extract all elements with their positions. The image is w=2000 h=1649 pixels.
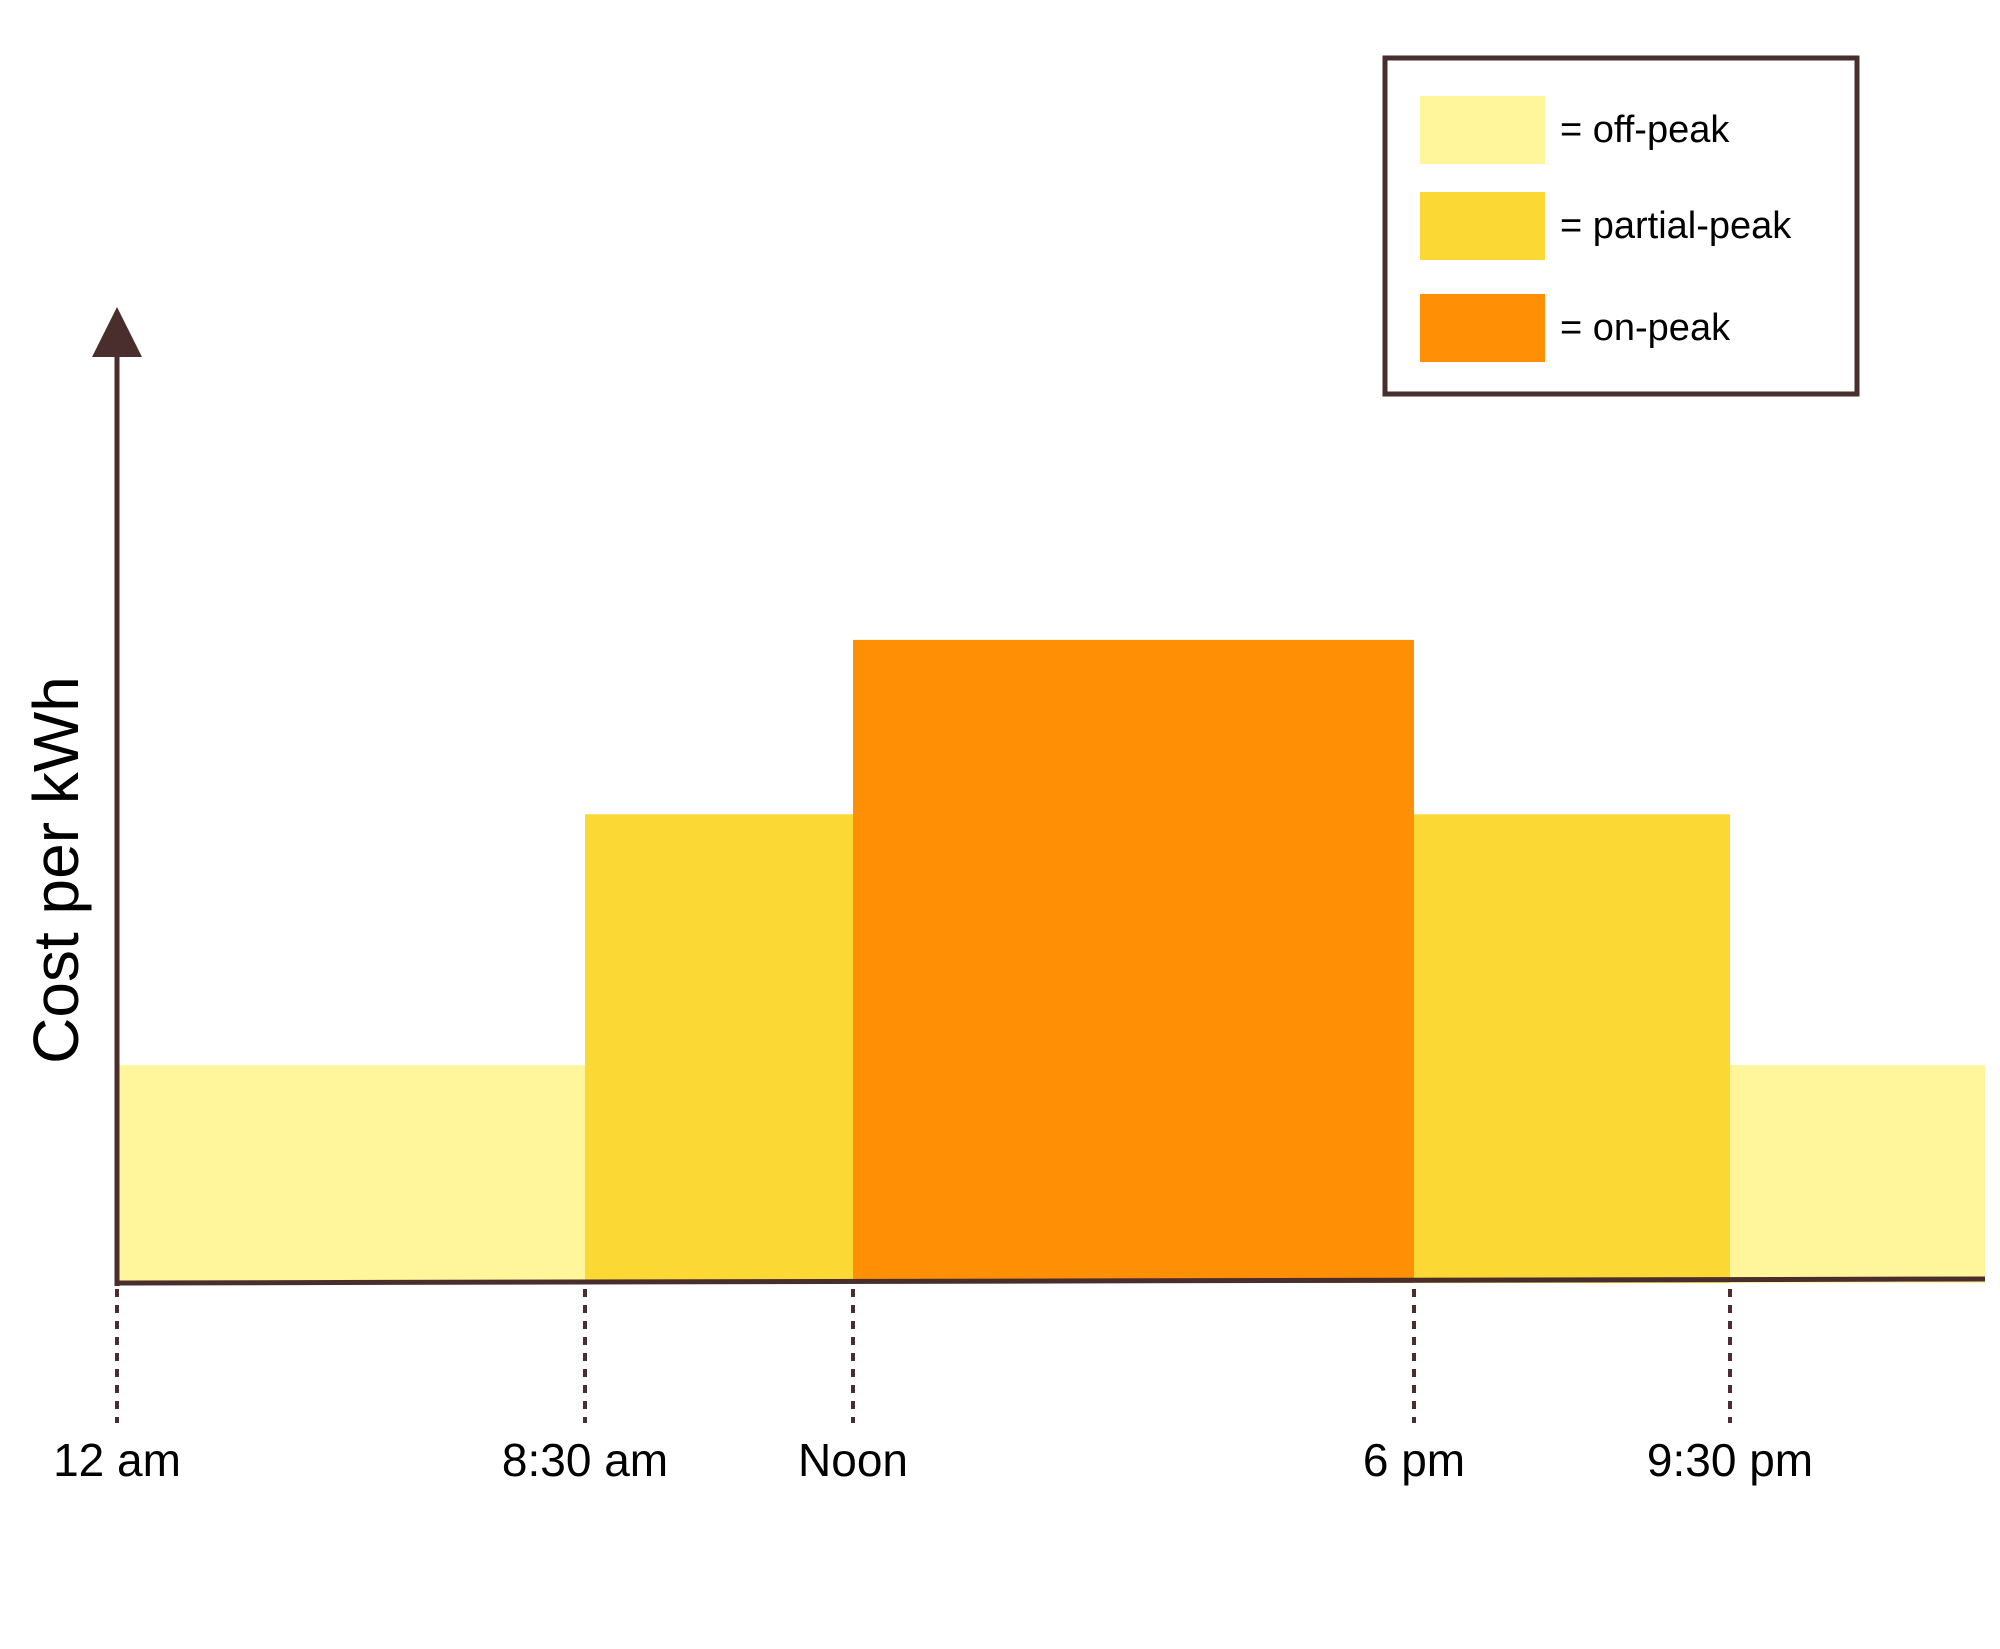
axes-layer bbox=[92, 307, 1986, 1286]
bar-off-peak-4 bbox=[1730, 1065, 1985, 1283]
x-axis bbox=[116, 1276, 1986, 1286]
bar-partial-peak-3 bbox=[1414, 814, 1730, 1283]
x-tick-label-3: 6 pm bbox=[1363, 1434, 1465, 1486]
bar-on-peak-2 bbox=[853, 639, 1414, 1283]
x-tick-label-1: 8:30 am bbox=[502, 1434, 668, 1486]
bar-partial-peak-1 bbox=[585, 814, 853, 1283]
legend: = off-peak = partial-peak = on-peak bbox=[1382, 55, 1860, 397]
legend-label-partial-peak: = partial-peak bbox=[1560, 205, 1792, 247]
ticks-layer: 12 am 8:30 am Noon 6 pm 9:30 pm bbox=[53, 1289, 1813, 1486]
bars-layer bbox=[117, 639, 1985, 1283]
y-axis-label: Cost per kWh bbox=[20, 676, 92, 1064]
legend-swatch-on-peak bbox=[1420, 294, 1545, 362]
legend-label-off-peak: = off-peak bbox=[1560, 109, 1730, 151]
legend-swatch-off-peak bbox=[1420, 96, 1545, 164]
bar-off-peak-0 bbox=[117, 1065, 585, 1283]
legend-label-on-peak: = on-peak bbox=[1560, 307, 1731, 349]
legend-swatch-partial-peak bbox=[1420, 192, 1545, 260]
x-tick-label-4: 9:30 pm bbox=[1647, 1434, 1813, 1486]
x-tick-label-2: Noon bbox=[798, 1434, 908, 1486]
x-tick-label-0: 12 am bbox=[53, 1434, 181, 1486]
